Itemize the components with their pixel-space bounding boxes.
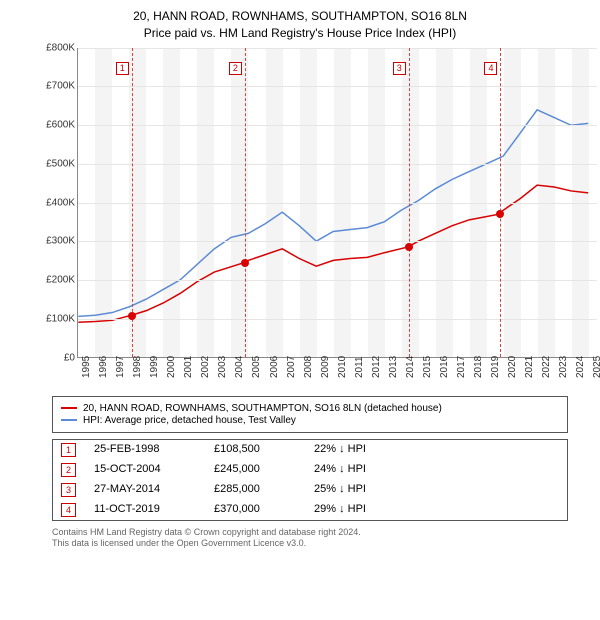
- x-axis-tick: 2001: [183, 355, 194, 377]
- x-axis-tick: 2009: [320, 355, 331, 377]
- y-axis-tick: £200K: [33, 275, 75, 286]
- sale-price: £370,000: [214, 503, 314, 517]
- x-axis-tick: 1998: [132, 355, 143, 377]
- sale-number: 1: [61, 443, 76, 457]
- sale-point: [405, 243, 413, 251]
- legend: 20, HANN ROAD, ROWNHAMS, SOUTHAMPTON, SO…: [52, 396, 568, 433]
- x-axis-tick: 1995: [81, 355, 92, 377]
- series-hpi: [78, 109, 588, 316]
- x-axis-tick: 2012: [371, 355, 382, 377]
- x-axis-tick: 2018: [473, 355, 484, 377]
- legend-swatch: [61, 419, 77, 421]
- sale-date: 15-OCT-2004: [94, 463, 214, 477]
- y-axis-tick: £600K: [33, 120, 75, 131]
- y-axis-tick: £400K: [33, 197, 75, 208]
- sale-number: 2: [61, 463, 76, 477]
- series-price_paid: [78, 185, 588, 322]
- sale-point: [128, 312, 136, 320]
- x-axis-tick: 2000: [166, 355, 177, 377]
- y-axis-tick: £700K: [33, 81, 75, 92]
- x-axis-tick: 2013: [388, 355, 399, 377]
- sale-pct: 29% ↓ HPI: [314, 503, 424, 517]
- x-axis-tick: 2023: [558, 355, 569, 377]
- title-line2: Price paid vs. HM Land Registry's House …: [12, 25, 588, 42]
- x-axis-tick: 2004: [234, 355, 245, 377]
- sale-date: 11-OCT-2019: [94, 503, 214, 517]
- sale-number: 4: [61, 503, 76, 517]
- sale-marker: 4: [484, 62, 497, 75]
- sale-pct: 25% ↓ HPI: [314, 483, 424, 497]
- x-axis-tick: 1996: [98, 355, 109, 377]
- sale-point: [241, 259, 249, 267]
- table-row: 2 15-OCT-2004£245,00024% ↓ HPI: [53, 460, 567, 480]
- table-row: 4 11-OCT-2019£370,00029% ↓ HPI: [53, 500, 567, 520]
- footer-text: Contains HM Land Registry data © Crown c…: [52, 527, 568, 550]
- legend-swatch: [61, 407, 77, 409]
- x-axis-tick: 2017: [456, 355, 467, 377]
- legend-item: HPI: Average price, detached house, Test…: [61, 415, 559, 426]
- x-axis-tick: 2003: [217, 355, 228, 377]
- sale-price: £285,000: [214, 483, 314, 497]
- sale-date: 27-MAY-2014: [94, 483, 214, 497]
- sale-pct: 22% ↓ HPI: [314, 443, 424, 457]
- x-axis-tick: 1997: [115, 355, 126, 377]
- x-axis-tick: 2014: [405, 355, 416, 377]
- x-axis-tick: 2011: [354, 356, 365, 378]
- x-axis-tick: 2019: [490, 355, 501, 377]
- sale-marker: 2: [229, 62, 242, 75]
- footer-line2: This data is licensed under the Open Gov…: [52, 538, 568, 550]
- x-axis-tick: 2007: [286, 355, 297, 377]
- chart-title: 20, HANN ROAD, ROWNHAMS, SOUTHAMPTON, SO…: [12, 8, 588, 42]
- y-axis-tick: £100K: [33, 313, 75, 324]
- legend-label: 20, HANN ROAD, ROWNHAMS, SOUTHAMPTON, SO…: [83, 403, 442, 414]
- x-axis-tick: 2010: [337, 355, 348, 377]
- sale-marker: 3: [393, 62, 406, 75]
- y-axis-tick: £500K: [33, 158, 75, 169]
- x-axis-tick: 2015: [422, 355, 433, 377]
- x-axis-tick: 2002: [200, 355, 211, 377]
- y-axis-tick: £0: [33, 352, 75, 363]
- x-axis-tick: 2006: [269, 355, 280, 377]
- table-row: 3 27-MAY-2014£285,00025% ↓ HPI: [53, 480, 567, 500]
- x-axis-tick: 1999: [149, 355, 160, 377]
- footer-line1: Contains HM Land Registry data © Crown c…: [52, 527, 568, 539]
- x-axis-tick: 2008: [303, 355, 314, 377]
- x-axis-tick: 2016: [439, 355, 450, 377]
- x-axis-tick: 2024: [575, 355, 586, 377]
- x-axis-tick: 2022: [541, 355, 552, 377]
- sale-price: £108,500: [214, 443, 314, 457]
- title-line1: 20, HANN ROAD, ROWNHAMS, SOUTHAMPTON, SO…: [12, 8, 588, 25]
- sale-number: 3: [61, 483, 76, 497]
- x-axis-tick: 2020: [507, 355, 518, 377]
- sale-point: [496, 210, 504, 218]
- sale-marker: 1: [116, 62, 129, 75]
- y-axis-tick: £300K: [33, 236, 75, 247]
- sale-pct: 24% ↓ HPI: [314, 463, 424, 477]
- table-row: 1 25-FEB-1998£108,50022% ↓ HPI: [53, 440, 567, 460]
- legend-item: 20, HANN ROAD, ROWNHAMS, SOUTHAMPTON, SO…: [61, 403, 559, 414]
- x-axis-tick: 2025: [592, 355, 600, 377]
- x-axis-tick: 2021: [524, 355, 535, 377]
- legend-label: HPI: Average price, detached house, Test…: [83, 415, 296, 426]
- x-axis-tick: 2005: [251, 355, 262, 377]
- sale-price: £245,000: [214, 463, 314, 477]
- sales-table: 1 25-FEB-1998£108,50022% ↓ HPI 2 15-OCT-200…: [52, 439, 568, 521]
- y-axis-tick: £800K: [33, 42, 75, 53]
- sale-date: 25-FEB-1998: [94, 443, 214, 457]
- price-chart: £0£100K£200K£300K£400K£500K£600K£700K£80…: [37, 48, 597, 388]
- plot-area: £0£100K£200K£300K£400K£500K£600K£700K£80…: [77, 48, 597, 358]
